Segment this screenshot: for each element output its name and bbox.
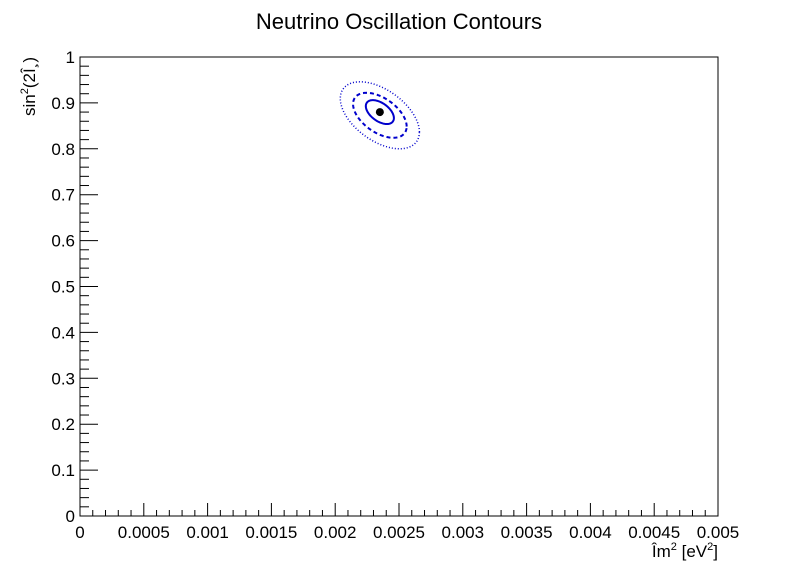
y-tick-label: 0.1 bbox=[51, 461, 75, 480]
y-tick-label: 0.4 bbox=[51, 323, 75, 342]
x-tick-label: 0.005 bbox=[697, 523, 740, 542]
y-tick-label: 0.5 bbox=[51, 278, 75, 297]
x-tick-label: 0.001 bbox=[186, 523, 229, 542]
y-axis-ticks: 0 0.1 0.2 0.3 0.4 0.5 0.6 0.7 0.8 0.9 1 bbox=[51, 48, 98, 526]
y-tick-label: 0.7 bbox=[51, 186, 75, 205]
y-tick-label: 0.8 bbox=[51, 140, 75, 159]
x-tick-label: 0.003 bbox=[442, 523, 485, 542]
x-axis-label: Îm2 [eV2] bbox=[651, 541, 718, 561]
plot-frame bbox=[79, 56, 719, 517]
contour-group bbox=[339, 81, 421, 150]
y-tick-label: 0.2 bbox=[51, 415, 75, 434]
x-tick-label: 0 bbox=[75, 523, 84, 542]
y-tick-label: 1 bbox=[66, 48, 75, 67]
best-fit-point bbox=[375, 108, 384, 117]
y-tick-label: 0.3 bbox=[51, 369, 75, 388]
x-tick-label: 0.0025 bbox=[373, 523, 425, 542]
y-tick-label: 0 bbox=[66, 507, 75, 526]
x-tick-label: 0.0015 bbox=[245, 523, 297, 542]
x-tick-label: 0.0045 bbox=[628, 523, 680, 542]
x-tick-label: 0.002 bbox=[314, 523, 357, 542]
y-tick-label: 0.9 bbox=[51, 94, 75, 113]
y-tick-label: 0.6 bbox=[51, 232, 75, 251]
y-axis-label: sin2(2Î¸) bbox=[19, 57, 39, 116]
x-tick-label: 0.004 bbox=[569, 523, 612, 542]
x-tick-label: 0.0035 bbox=[501, 523, 553, 542]
x-axis-ticks: 0 0.0005 0.001 0.0015 0.002 0.0025 0.003 0.0035… bbox=[75, 503, 739, 542]
x-tick-label: 0.0005 bbox=[118, 523, 170, 542]
contour-solid bbox=[364, 99, 395, 126]
chart-title: Neutrino Oscillation Contours bbox=[256, 9, 542, 34]
